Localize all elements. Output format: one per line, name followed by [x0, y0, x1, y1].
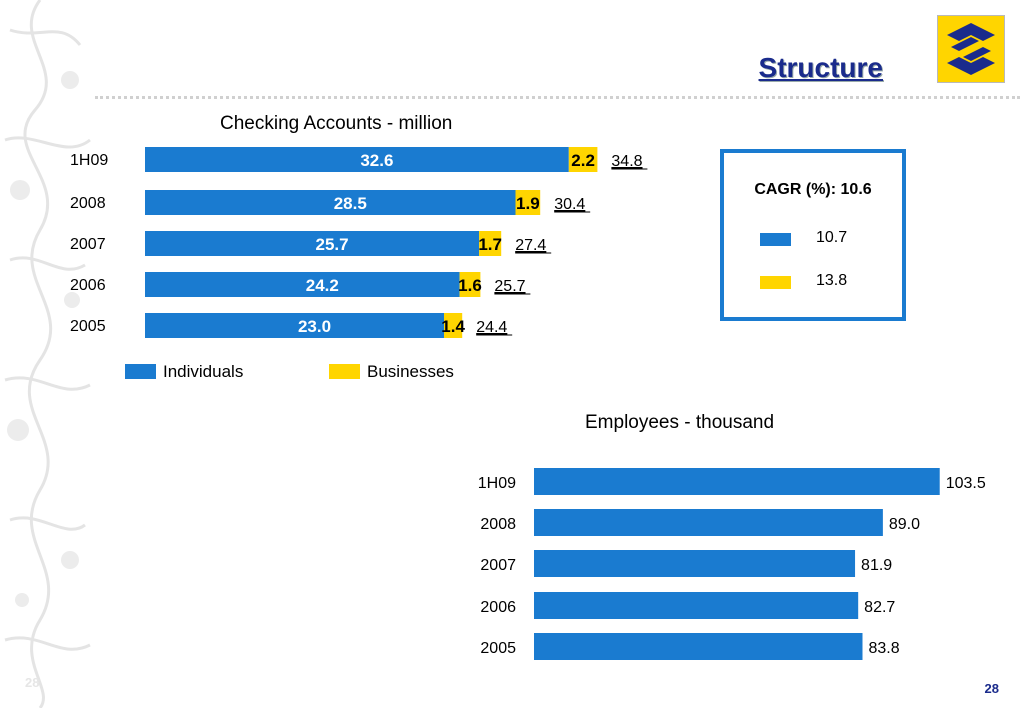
legend-label-businesses: Businesses [367, 362, 454, 381]
bar-employees [534, 592, 859, 619]
bank-logo [937, 15, 1005, 83]
category-label: 2005 [70, 318, 106, 335]
cagr-box: CAGR (%): 10.6 10.7 13.8 [720, 149, 906, 321]
category-label: 1H09 [478, 475, 516, 492]
cagr-businesses-swatch [760, 276, 791, 289]
page-number: 28 [984, 681, 999, 696]
data-label-individuals: 25.7 [316, 235, 349, 254]
bar-individuals [145, 147, 569, 172]
total-label: 30.4 [554, 196, 585, 213]
data-label-individuals: 24.2 [306, 276, 339, 295]
data-label-individuals: 32.6 [360, 151, 393, 170]
chart2-title: Employees - thousand [585, 412, 775, 433]
category-label: 2008 [480, 516, 516, 533]
bar-businesses [479, 231, 502, 256]
bar-employees [534, 550, 856, 577]
data-label-individuals: 28.5 [334, 194, 367, 213]
category-label: 2008 [70, 195, 106, 212]
legend-label-individuals: Individuals [163, 362, 244, 381]
bar-employees [534, 633, 863, 660]
data-label-employees: 83.8 [868, 640, 899, 657]
cagr-title: CAGR (%): 10.6 [754, 181, 872, 198]
chart1-title: Checking Accounts - million [220, 113, 453, 134]
data-label-businesses: 1.7 [478, 235, 502, 254]
cagr-individuals-swatch [760, 233, 791, 246]
bar-individuals [145, 313, 444, 338]
bar-individuals [145, 231, 480, 256]
legend-swatch-businesses [329, 364, 360, 379]
data-label-businesses: 2.2 [571, 151, 595, 170]
page-title: Structure [758, 52, 883, 83]
bar-businesses [459, 272, 481, 297]
category-label: 2005 [480, 640, 516, 657]
bar-employees [534, 509, 883, 536]
faint-page-number: 28 [25, 675, 40, 690]
bar-individuals [145, 190, 516, 215]
category-label: 2006 [70, 277, 106, 294]
bar-employees [534, 468, 940, 495]
data-label-employees: 81.9 [861, 557, 892, 574]
category-label: 2007 [480, 557, 516, 574]
data-label-employees: 89.0 [889, 516, 920, 533]
cagr-businesses-value: 13.8 [816, 272, 848, 289]
total-label: 25.7 [494, 278, 525, 295]
data-label-employees: 103.5 [946, 475, 986, 492]
category-label: 1H09 [70, 152, 108, 169]
data-label-businesses: 1.6 [458, 276, 482, 295]
data-label-employees: 82.7 [864, 599, 895, 616]
legend-swatch-individuals [125, 364, 156, 379]
total-label: 27.4 [515, 237, 546, 254]
category-label: 2007 [70, 236, 106, 253]
category-label: 2006 [480, 599, 516, 616]
bar-individuals [145, 272, 460, 297]
total-label: 34.8 [611, 153, 642, 170]
data-label-businesses: 1.4 [441, 317, 465, 336]
header-divider [95, 96, 1020, 99]
decorative-ornament [4, 0, 91, 708]
total-label: 24.4 [476, 319, 507, 336]
bar-businesses [444, 313, 463, 338]
cagr-individuals-value: 10.7 [816, 229, 848, 246]
bar-businesses [515, 190, 541, 215]
bar-businesses [568, 147, 598, 172]
data-label-businesses: 1.9 [516, 194, 540, 213]
data-label-individuals: 23.0 [298, 317, 331, 336]
